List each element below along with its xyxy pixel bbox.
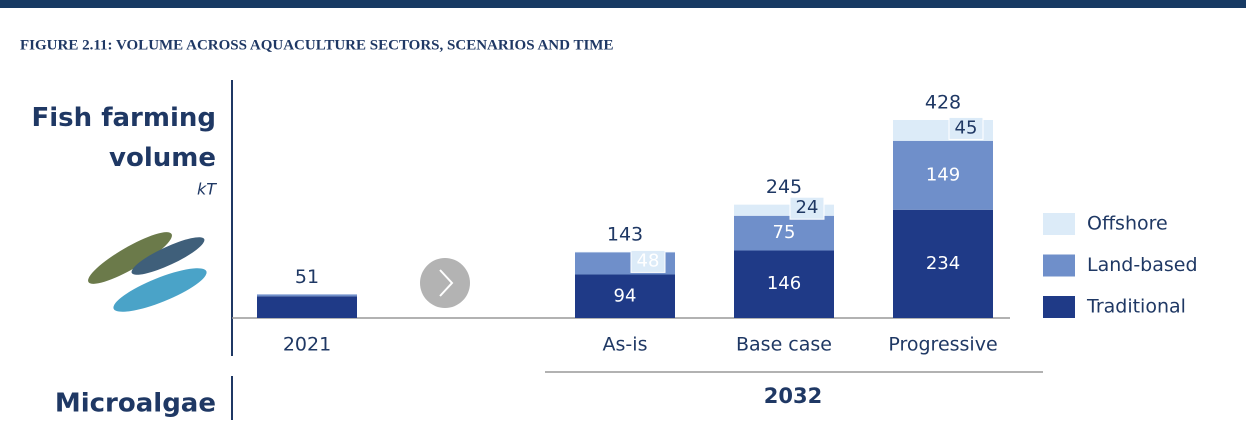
bar-segment: [257, 294, 357, 296]
total-label: 143: [607, 223, 643, 245]
total-label: 51: [295, 266, 319, 288]
x-tick-label: 2021: [283, 334, 331, 356]
value-label: 234: [926, 253, 960, 274]
total-label: 428: [925, 92, 961, 114]
arrow-button: [420, 258, 470, 308]
legend-label: Traditional: [1086, 296, 1186, 318]
x-tick-label: Progressive: [888, 334, 997, 356]
legend-swatch: [1043, 296, 1075, 318]
value-label: 149: [926, 164, 960, 185]
value-label: 75: [773, 222, 796, 243]
legend-swatch: [1043, 255, 1075, 277]
fish-icon: [83, 224, 211, 319]
value-label: 146: [767, 273, 801, 294]
value-label: 48: [637, 250, 660, 271]
legend-label: Land-based: [1087, 254, 1198, 276]
chart: FIGURE 2.11: VOLUME ACROSS AQUACULTURE S…: [0, 0, 1246, 423]
value-label: 24: [796, 197, 819, 218]
total-label: 245: [766, 176, 802, 198]
legend-label: Offshore: [1087, 213, 1168, 235]
value-label: 45: [955, 117, 978, 138]
second-label: Microalgae: [55, 389, 216, 419]
x-tick-label: As-is: [603, 334, 648, 356]
top-band: [0, 0, 1246, 8]
value-label: 94: [614, 285, 637, 306]
x-tick-label: Base case: [736, 334, 832, 356]
legend-swatch: [1043, 213, 1075, 235]
y-unit: kT: [197, 180, 217, 199]
bar-segment: [257, 296, 357, 318]
group-label: 2032: [764, 384, 822, 408]
chart-title: FIGURE 2.11: VOLUME ACROSS AQUACULTURE S…: [20, 37, 613, 53]
